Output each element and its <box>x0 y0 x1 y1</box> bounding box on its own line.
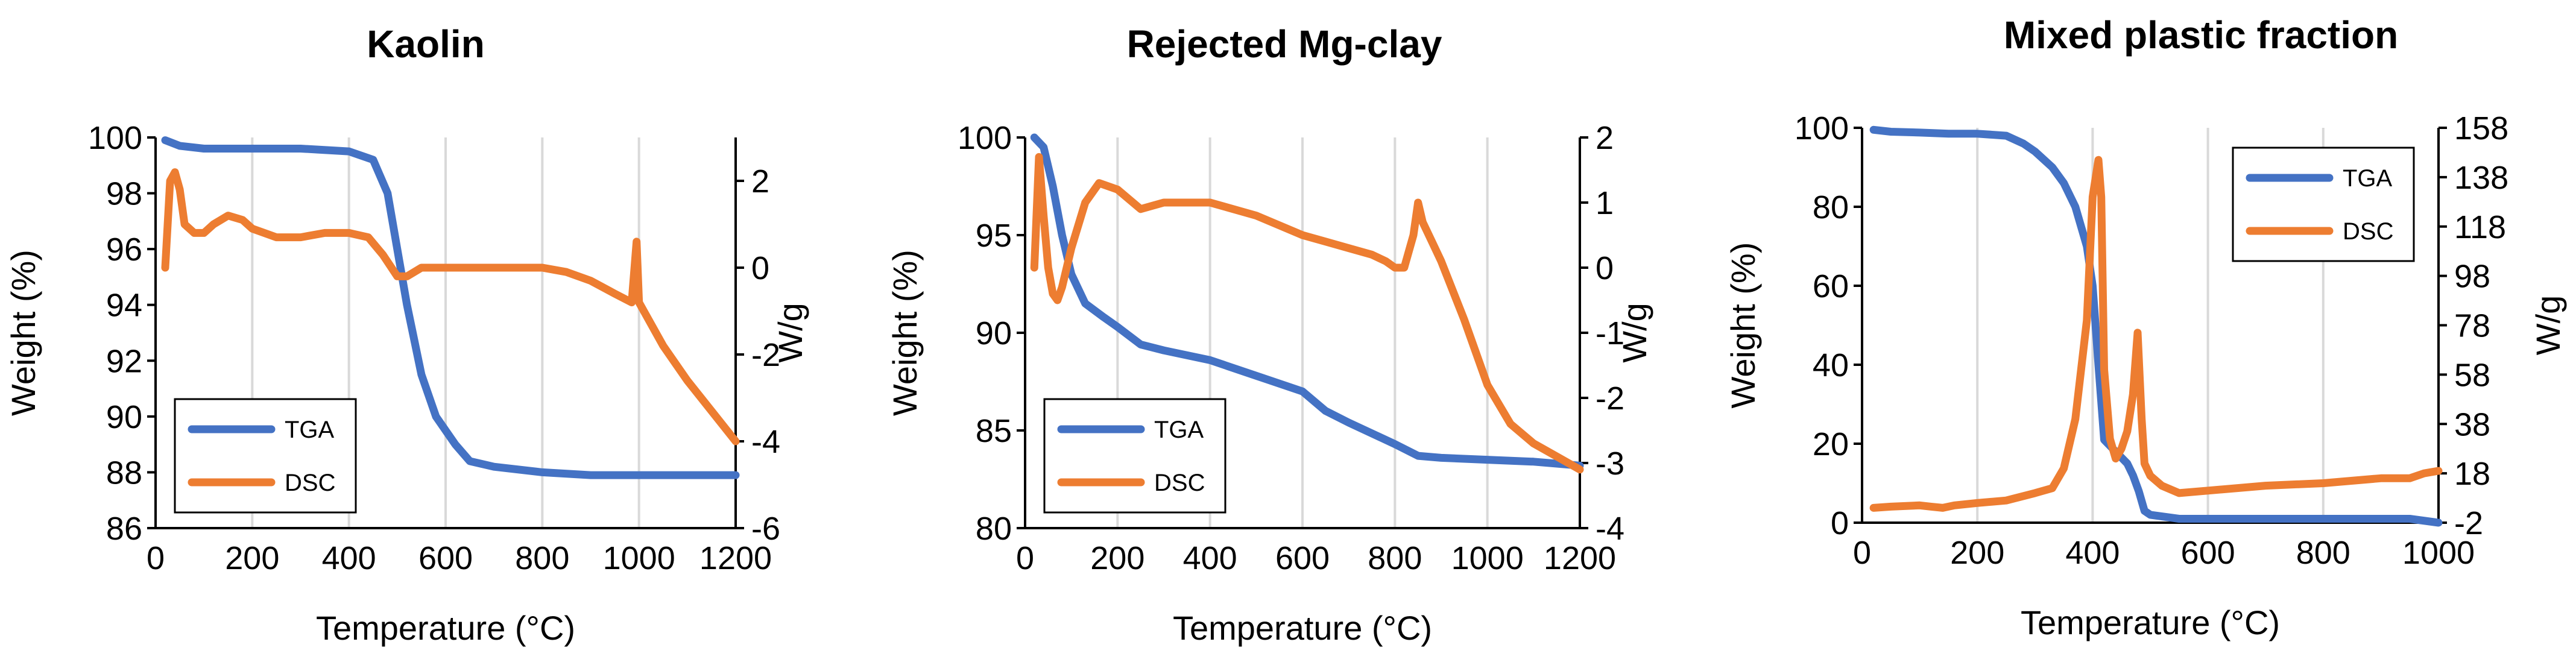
dsc-series-line <box>1869 156 2443 512</box>
legend: TGA DSC <box>2232 146 2415 262</box>
legend-label-dsc: DSC <box>285 470 335 496</box>
legend-label-tga: TGA <box>1154 417 1204 443</box>
y2-tick-label: -2 <box>751 337 780 373</box>
legend-box <box>1043 398 1226 514</box>
y-tick-label: 95 <box>976 218 1012 254</box>
x-tick-label: 1200 <box>699 540 772 576</box>
x-tick-label: 400 <box>322 540 376 576</box>
y-tick-label: 85 <box>976 413 1012 449</box>
x-tick-label: 600 <box>2181 535 2235 571</box>
chart-title: Mixed plastic fraction <box>2004 13 2398 57</box>
x-tick-label: 0 <box>1016 540 1034 576</box>
x-tick-label: 200 <box>1090 540 1144 576</box>
y2-tick-label: 38 <box>2454 406 2490 443</box>
y-axis-label: Weight (%) <box>886 250 924 416</box>
legend: TGA DSC <box>174 398 357 514</box>
y-tick-label: 60 <box>1813 268 1849 304</box>
y2-tick-label: -1 <box>1596 315 1624 351</box>
y2-tick-label: 2 <box>1596 120 1614 156</box>
y-tick-label: 86 <box>106 511 142 547</box>
y-tick-label: 20 <box>1813 426 1849 462</box>
x-tick-label: 200 <box>1950 535 2004 571</box>
y-tick-label: 96 <box>106 232 142 268</box>
y-tick-label: 90 <box>976 315 1012 351</box>
x-tick-label: 800 <box>2296 535 2350 571</box>
x-tick-label: 800 <box>1368 540 1422 576</box>
x-tick-label: 600 <box>418 540 473 576</box>
y2-tick-label: -2 <box>1596 380 1624 417</box>
x-tick-label: 1200 <box>1544 540 1616 576</box>
y2-tick-label: -4 <box>1596 511 1624 547</box>
y-tick-label: 92 <box>106 343 142 379</box>
legend-box <box>174 398 357 514</box>
y2-tick-label: -2 <box>2454 505 2483 541</box>
x-tick-label: 400 <box>1183 540 1237 576</box>
x-axis-label: Temperature (°C) <box>2021 603 2280 641</box>
y2-tick-label: 18 <box>2454 456 2490 492</box>
y2-tick-label: 118 <box>2454 209 2506 245</box>
x-tick-label: 600 <box>1275 540 1330 576</box>
y-tick-label: 90 <box>106 399 142 435</box>
y2-tick-label: -4 <box>751 424 780 460</box>
x-tick-label: 800 <box>515 540 569 576</box>
legend-label-tga: TGA <box>285 417 335 443</box>
chart-title: Rejected Mg-clay <box>1127 22 1442 66</box>
y2-tick-label: 2 <box>751 163 769 200</box>
x-tick-label: 0 <box>147 540 165 576</box>
y2-axis-label: W/g <box>2529 295 2567 356</box>
y-tick-label: 94 <box>106 288 142 324</box>
y2-tick-label: 58 <box>2454 357 2490 393</box>
y2-axis-label: W/g <box>771 303 809 363</box>
x-axis-label: Temperature (°C) <box>316 609 575 647</box>
tga-series-line <box>1869 125 2443 527</box>
y-axis-label: Weight (%) <box>4 250 42 416</box>
x-tick-label: 400 <box>2065 535 2120 571</box>
y2-tick-label: 138 <box>2454 160 2508 196</box>
y-axis-label: Weight (%) <box>1724 242 1762 409</box>
legend-label-tga: TGA <box>2343 165 2393 192</box>
y-tick-label: 88 <box>106 455 142 491</box>
x-tick-label: 1000 <box>2402 535 2475 571</box>
y-tick-label: 40 <box>1813 347 1849 383</box>
y2-tick-label: 78 <box>2454 308 2490 344</box>
x-tick-label: 1000 <box>1451 540 1524 576</box>
y-tick-label: 80 <box>976 511 1012 547</box>
legend-box <box>2232 146 2415 262</box>
dsc-series-line <box>1030 153 1584 474</box>
x-tick-label: 1000 <box>603 540 675 576</box>
y2-tick-label: 158 <box>2454 110 2508 146</box>
chart-title: Kaolin <box>367 22 485 66</box>
y-tick-label: 80 <box>1813 189 1849 225</box>
legend: TGA DSC <box>1043 398 1226 514</box>
legend-label-dsc: DSC <box>2343 218 2393 245</box>
legend-label-dsc: DSC <box>1154 470 1205 496</box>
y2-tick-label: -6 <box>751 511 780 547</box>
x-tick-label: 0 <box>1853 535 1871 571</box>
tga-series-line <box>161 136 740 479</box>
y2-tick-label: 1 <box>1596 185 1614 221</box>
y2-tick-label: 0 <box>1596 250 1614 286</box>
chart-mixed-plastic-fraction: Mixed plastic fraction 0 200 400 600 800 1000 0… <box>1724 13 2567 641</box>
y-tick-label: 100 <box>88 120 142 156</box>
x-axis-label: Temperature (°C) <box>1173 609 1432 647</box>
dsc-series-line <box>161 168 740 446</box>
tga-series-line <box>1030 133 1584 470</box>
y2-tick-label: 0 <box>751 250 769 286</box>
x-tick-label: 200 <box>225 540 279 576</box>
y-tick-label: 0 <box>1831 505 1849 541</box>
y-tick-label: 98 <box>106 176 142 212</box>
y2-tick-label: -3 <box>1596 446 1624 482</box>
y2-axis-label: W/g <box>1615 303 1653 363</box>
y-tick-label: 100 <box>1795 110 1849 146</box>
y-tick-label: 100 <box>958 120 1012 156</box>
y2-tick-label: 98 <box>2454 259 2490 295</box>
